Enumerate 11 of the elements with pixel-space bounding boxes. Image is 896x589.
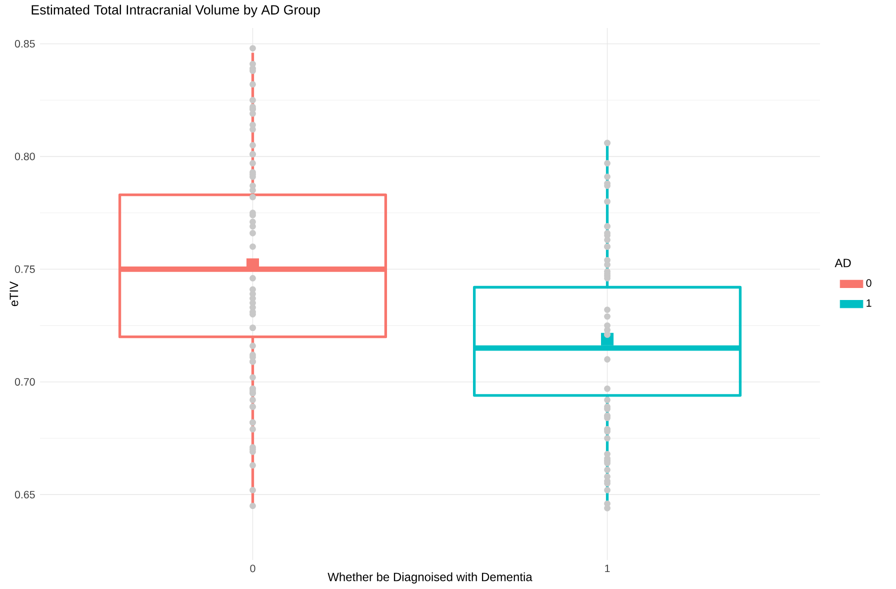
legend-label: 0	[866, 279, 872, 287]
y-tick-label: 0.75	[14, 265, 35, 273]
x-axis-title: Whether be Diagnoised with Dementia	[328, 572, 532, 584]
y-tick-label: 0.70	[14, 378, 35, 386]
y-tick-label: 0.80	[14, 152, 35, 160]
legend-label: 1	[866, 299, 872, 307]
chart-title: Estimated Total Intracranial Volume by AD Group	[32, 4, 320, 18]
y-tick-label: 0.85	[14, 40, 35, 48]
y-axis-title: eTIV	[10, 281, 18, 306]
y-tick-label: 0.65	[14, 490, 35, 498]
legend-title: AD	[834, 258, 851, 268]
